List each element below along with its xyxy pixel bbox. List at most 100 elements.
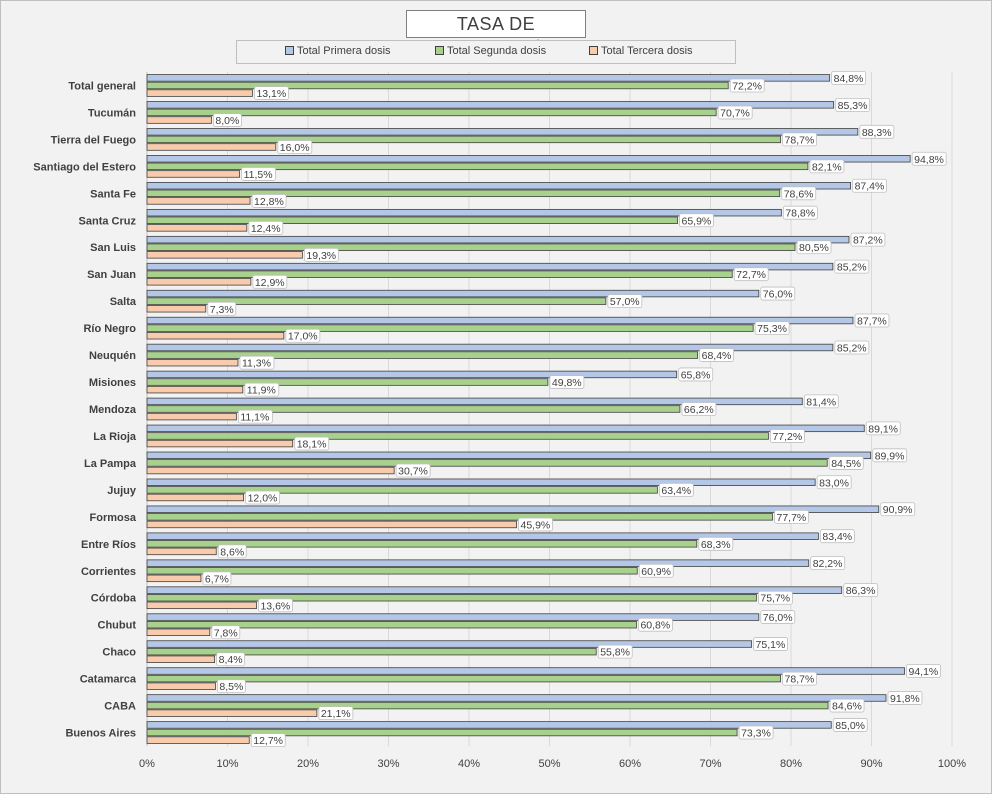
data-label-segunda-chubut: 60,8% bbox=[640, 620, 670, 632]
data-label-segunda-san-juan: 72,7% bbox=[736, 269, 766, 281]
data-label-primera-caba: 91,8% bbox=[890, 693, 920, 705]
legend-item-tercera: Total Tercera dosis bbox=[589, 45, 693, 57]
data-label-box-primera-catamarca bbox=[906, 664, 941, 678]
bar-segunda-mendoza bbox=[146, 405, 681, 413]
bar-primera-la-pampa bbox=[146, 451, 872, 460]
data-label-primera-buenos-aires: 85,0% bbox=[835, 720, 865, 732]
data-label-box-tercera-chaco bbox=[216, 652, 246, 667]
bar-segunda-formosa bbox=[146, 513, 773, 521]
data-label-box-segunda-la-rioja bbox=[770, 429, 805, 443]
data-label-tercera-la-rioja: 18,1% bbox=[297, 439, 327, 451]
bar-tercera-salta bbox=[146, 305, 207, 313]
data-label-tercera-tucuman: 8,0% bbox=[215, 115, 239, 127]
bar-primera-neuquen bbox=[146, 343, 834, 352]
bar-segunda-chubut bbox=[146, 620, 637, 629]
data-label-primera-salta: 76,0% bbox=[763, 289, 793, 301]
bar-tercera-cordoba bbox=[146, 601, 257, 610]
bar-tercera-jujuy bbox=[146, 493, 244, 502]
data-label-box-primera-san-luis bbox=[850, 232, 886, 247]
data-label-box-tercera-formosa bbox=[518, 517, 553, 532]
x-tick-label: 40% bbox=[458, 758, 480, 770]
data-label-primera-total-general: 84,8% bbox=[834, 73, 864, 85]
data-label-box-primera-la-rioja bbox=[865, 421, 901, 436]
category-label-santa-fe: Santa Fe bbox=[90, 188, 136, 200]
bar-tercera-formosa bbox=[146, 520, 517, 529]
data-label-box-tercera-rio-negro bbox=[285, 328, 321, 343]
data-label-primera-entre-rios: 83,4% bbox=[822, 531, 852, 543]
data-label-tercera-rio-negro: 17,0% bbox=[288, 331, 318, 343]
data-label-segunda-chaco: 55,8% bbox=[600, 647, 630, 659]
category-label-rio-negro: Río Negro bbox=[83, 323, 136, 335]
legend-swatch-segunda bbox=[435, 45, 444, 55]
category-label-salta: Salta bbox=[110, 296, 137, 308]
data-label-tercera-formosa: 45,9% bbox=[520, 519, 550, 531]
data-label-tercera-entre-rios: 8,6% bbox=[220, 546, 244, 558]
data-label-primera-catamarca: 94,1% bbox=[909, 666, 939, 678]
bar-segunda-tucuman bbox=[146, 108, 717, 117]
data-label-box-tercera-misiones bbox=[244, 382, 280, 397]
data-label-tercera-jujuy: 12,0% bbox=[248, 492, 278, 504]
bar-tercera-entre-rios bbox=[146, 547, 217, 556]
bar-segunda-catamarca bbox=[146, 674, 781, 683]
bar-primera-san-juan bbox=[146, 262, 834, 271]
data-label-segunda-santa-fe: 78,6% bbox=[784, 188, 814, 200]
data-label-box-primera-chaco bbox=[753, 637, 788, 651]
bar-primera-santiago-del-estero bbox=[146, 155, 911, 163]
data-label-tercera-santa-cruz: 12,4% bbox=[251, 223, 281, 235]
data-label-tercera-neuquen: 11,3% bbox=[242, 358, 271, 370]
x-tick-label: 0% bbox=[139, 758, 155, 770]
x-tick-label: 50% bbox=[538, 758, 560, 770]
bar-tercera-chubut bbox=[146, 628, 211, 636]
data-label-box-primera-caba bbox=[887, 691, 923, 705]
legend-item-primera: Total Primera dosis bbox=[285, 45, 391, 57]
bar-segunda-santa-fe bbox=[146, 189, 781, 198]
data-label-box-tercera-neuquen bbox=[239, 355, 275, 370]
data-label-primera-santa-cruz: 78,8% bbox=[785, 208, 815, 220]
bar-tercera-caba bbox=[146, 709, 318, 717]
bar-primera-misiones bbox=[146, 370, 678, 379]
data-label-box-primera-santa-cruz bbox=[782, 205, 818, 220]
category-label-jujuy: Jujuy bbox=[107, 485, 137, 497]
bar-tercera-san-luis bbox=[146, 251, 303, 259]
bar-tercera-santa-cruz bbox=[146, 224, 248, 232]
data-label-box-segunda-san-luis bbox=[796, 240, 832, 255]
bar-segunda-cordoba bbox=[146, 594, 757, 602]
data-label-box-primera-buenos-aires bbox=[832, 718, 868, 732]
data-label-tercera-corrientes: 6,7% bbox=[205, 573, 229, 585]
data-label-box-primera-rio-negro bbox=[854, 313, 890, 328]
data-label-box-primera-chubut bbox=[760, 610, 796, 624]
x-tick-label: 80% bbox=[780, 758, 802, 770]
data-label-segunda-total-general: 72,2% bbox=[732, 80, 762, 92]
bar-primera-entre-rios bbox=[146, 532, 819, 540]
data-label-primera-chaco: 75,1% bbox=[756, 639, 786, 651]
bar-primera-chaco bbox=[146, 640, 752, 648]
data-label-box-tercera-santa-cruz bbox=[248, 220, 284, 235]
data-label-box-primera-mendoza bbox=[803, 394, 839, 409]
data-label-box-segunda-san-juan bbox=[733, 267, 769, 282]
data-label-segunda-cordoba: 75,7% bbox=[760, 593, 790, 605]
bar-tercera-chaco bbox=[146, 655, 216, 663]
data-label-box-segunda-santa-cruz bbox=[679, 213, 714, 228]
data-label-segunda-san-luis: 80,5% bbox=[799, 242, 829, 254]
category-label-chaco: Chaco bbox=[102, 647, 136, 659]
category-label-entre-rios: Entre Ríos bbox=[81, 539, 136, 551]
bar-tercera-total-general bbox=[146, 89, 253, 97]
x-tick-label: 10% bbox=[216, 758, 238, 770]
category-label-san-luis: San Luis bbox=[90, 242, 136, 254]
data-label-primera-santa-fe: 87,4% bbox=[855, 181, 885, 193]
legend-label-segunda: Total Segunda dosis bbox=[447, 45, 547, 57]
data-label-segunda-catamarca: 78,7% bbox=[785, 674, 815, 686]
category-label-la-pampa: La Pampa bbox=[84, 458, 137, 470]
data-label-segunda-formosa: 77,7% bbox=[776, 512, 806, 524]
bar-segunda-chaco bbox=[146, 647, 597, 656]
bar-tercera-mendoza bbox=[146, 412, 237, 421]
data-label-primera-santiago-del-estero: 94,8% bbox=[914, 154, 944, 166]
data-label-primera-san-luis: 87,2% bbox=[853, 235, 883, 247]
data-label-box-primera-la-pampa bbox=[872, 448, 908, 463]
data-label-segunda-entre-rios: 68,3% bbox=[701, 539, 731, 551]
data-label-box-segunda-santa-fe bbox=[781, 186, 817, 201]
bar-tercera-la-pampa bbox=[146, 466, 395, 475]
data-label-box-tercera-salta bbox=[207, 301, 237, 316]
x-tick-label: 30% bbox=[377, 758, 399, 770]
data-label-box-tercera-total-general bbox=[254, 86, 289, 100]
